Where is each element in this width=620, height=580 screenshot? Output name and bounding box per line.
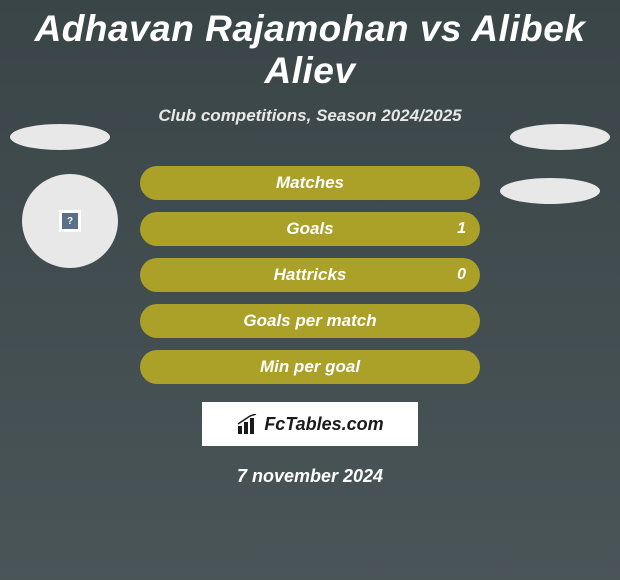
stat-label: Min per goal	[260, 357, 360, 377]
ellipse-decoration-right-1	[510, 124, 610, 150]
stats-container: Matches Goals 1 Hattricks 0 Goals per ma…	[0, 166, 620, 487]
stat-label: Hattricks	[274, 265, 347, 285]
stat-bar-goals-per-match: Goals per match	[140, 304, 480, 338]
ellipse-decoration-left-1	[10, 124, 110, 150]
stat-label: Matches	[276, 173, 344, 193]
stat-label: Goals	[286, 219, 333, 239]
stat-bar-min-per-goal: Min per goal	[140, 350, 480, 384]
brand-logo: FcTables.com	[236, 414, 383, 435]
stat-rows: Matches Goals 1 Hattricks 0 Goals per ma…	[0, 166, 620, 384]
stat-label: Goals per match	[243, 311, 376, 331]
date-text: 7 november 2024	[0, 466, 620, 487]
stat-bar-matches: Matches	[140, 166, 480, 200]
brand-box: FcTables.com	[202, 402, 418, 446]
stat-bar-goals: Goals 1	[140, 212, 480, 246]
page-subtitle: Club competitions, Season 2024/2025	[0, 106, 620, 126]
stat-value-right: 1	[457, 220, 466, 238]
stat-value-right: 0	[457, 266, 466, 284]
page-title: Adhavan Rajamohan vs Alibek Aliev	[0, 0, 620, 92]
brand-name: FcTables.com	[264, 414, 383, 435]
stat-bar-hattricks: Hattricks 0	[140, 258, 480, 292]
chart-icon	[236, 414, 260, 434]
